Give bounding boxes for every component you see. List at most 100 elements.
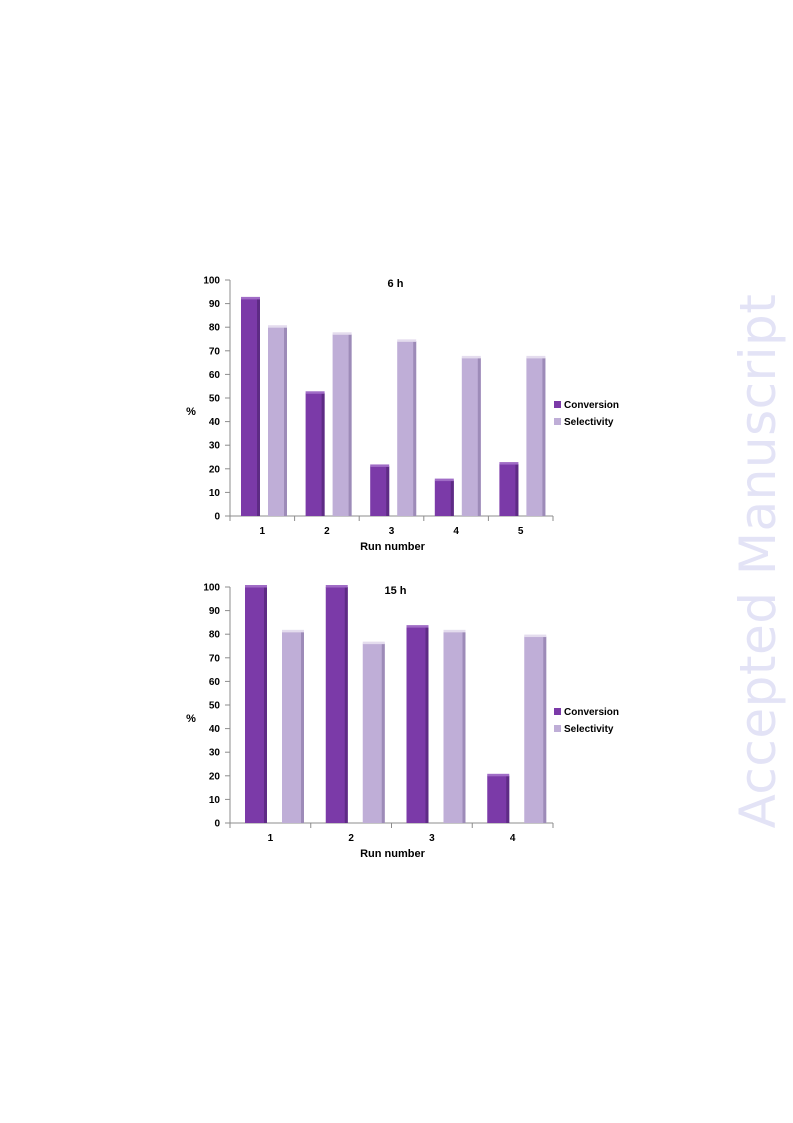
bar-conversion-4	[434, 478, 454, 516]
bar-top	[305, 391, 325, 394]
legend-item-selectivity: Selectivity	[554, 417, 614, 428]
legend-swatch	[554, 725, 561, 732]
bar-shade	[425, 627, 429, 823]
x-tick-label: 3	[389, 526, 395, 537]
bar-shade	[284, 327, 287, 516]
y-tick-label: 60	[209, 370, 221, 381]
x-tick-label: 4	[453, 526, 459, 537]
bar-body	[305, 393, 325, 516]
bar-top	[325, 585, 348, 588]
bar-top	[268, 325, 287, 328]
bar-top	[282, 629, 304, 633]
y-tick-label: 50	[209, 394, 221, 405]
bar-shade	[386, 466, 390, 516]
bar-body	[487, 775, 510, 823]
bar-selectivity-1	[268, 325, 287, 516]
bar-shade	[257, 298, 260, 516]
legend-item-selectivity: Selectivity	[554, 724, 614, 735]
y-tick-label: 20	[209, 771, 221, 782]
bar-shade	[450, 480, 454, 516]
bar-top	[461, 355, 481, 359]
y-tick-label: 80	[209, 323, 221, 334]
bar-shade	[264, 587, 267, 823]
legend-swatch	[554, 708, 561, 715]
bar-conversion-1	[245, 585, 267, 823]
y-tick-label: 70	[209, 653, 221, 664]
legend-swatch	[554, 401, 561, 408]
bar-shade	[462, 631, 466, 823]
bar-top	[370, 464, 390, 467]
bar-body	[443, 631, 466, 823]
bar-conversion-2	[305, 391, 325, 516]
legend-label: Selectivity	[564, 417, 614, 428]
bar-shade	[515, 464, 519, 516]
y-tick-label: 10	[209, 795, 221, 806]
bar-top	[434, 478, 454, 482]
y-tick-label: 10	[209, 488, 221, 499]
bar-shade	[321, 393, 325, 516]
y-tick-label: 60	[209, 677, 221, 688]
y-tick-label: 90	[209, 606, 221, 617]
bar-body	[406, 627, 429, 823]
y-tick-label: 0	[214, 819, 220, 830]
legend-label: Conversion	[564, 400, 619, 411]
x-tick-label: 3	[429, 833, 435, 844]
y-tick-label: 70	[209, 346, 221, 357]
bar-body	[499, 464, 519, 516]
bar-body	[325, 587, 348, 823]
y-axis-label: %	[186, 713, 196, 725]
bar-body	[241, 298, 260, 516]
bar-shade	[477, 357, 481, 516]
y-tick-label: 0	[214, 512, 220, 523]
bar-top	[406, 625, 429, 628]
bar-shade	[348, 334, 352, 516]
bar-conversion-3	[370, 464, 390, 516]
bar-top	[332, 332, 352, 335]
bar-body	[526, 357, 546, 516]
y-tick-label: 50	[209, 701, 221, 712]
legend-swatch	[554, 418, 561, 425]
bar-selectivity-1	[282, 629, 304, 823]
y-tick-label: 90	[209, 299, 221, 310]
bar-top	[524, 634, 547, 638]
bar-shade	[381, 643, 385, 823]
bar-selectivity-3	[443, 629, 466, 823]
bar-selectivity-3	[397, 339, 417, 516]
chart-2: 0 10 20 30 40 50 60 70 80 90 100 1 2 3 4 15 h Run number…	[186, 583, 619, 861]
bar-body	[434, 480, 454, 516]
bar-body	[282, 631, 304, 823]
bar-top	[487, 773, 510, 777]
bar-shade	[301, 631, 304, 823]
x-tick-label: 5	[518, 526, 524, 537]
legend-item-conversion: Conversion	[554, 400, 619, 411]
y-tick-label: 100	[203, 276, 220, 287]
bar-conversion-4	[487, 773, 510, 823]
bar-body	[397, 341, 417, 516]
x-tick-label: 1	[268, 833, 274, 844]
bar-top	[362, 641, 385, 645]
y-tick-label: 30	[209, 748, 221, 759]
bar-selectivity-2	[332, 332, 352, 516]
x-tick-label: 2	[324, 526, 330, 537]
bar-conversion-1	[241, 296, 260, 516]
x-tick-label: 4	[510, 833, 516, 844]
bar-shade	[413, 341, 417, 516]
bar-top	[241, 296, 260, 300]
bar-selectivity-2	[362, 641, 385, 823]
bar-selectivity-4	[461, 355, 481, 516]
legend-label: Selectivity	[564, 724, 614, 735]
bar-conversion-5	[499, 462, 519, 516]
bar-body	[332, 334, 352, 516]
bar-shade	[344, 587, 348, 823]
legend-item-conversion: Conversion	[554, 707, 619, 718]
y-tick-label: 30	[209, 441, 221, 452]
bar-conversion-2	[325, 585, 348, 823]
y-tick-label: 20	[209, 464, 221, 475]
bar-top	[499, 462, 519, 465]
bar-top	[245, 585, 267, 588]
bar-body	[245, 587, 267, 823]
y-tick-label: 40	[209, 724, 221, 735]
bar-body	[268, 327, 287, 516]
x-axis-label: Run number	[360, 848, 425, 860]
